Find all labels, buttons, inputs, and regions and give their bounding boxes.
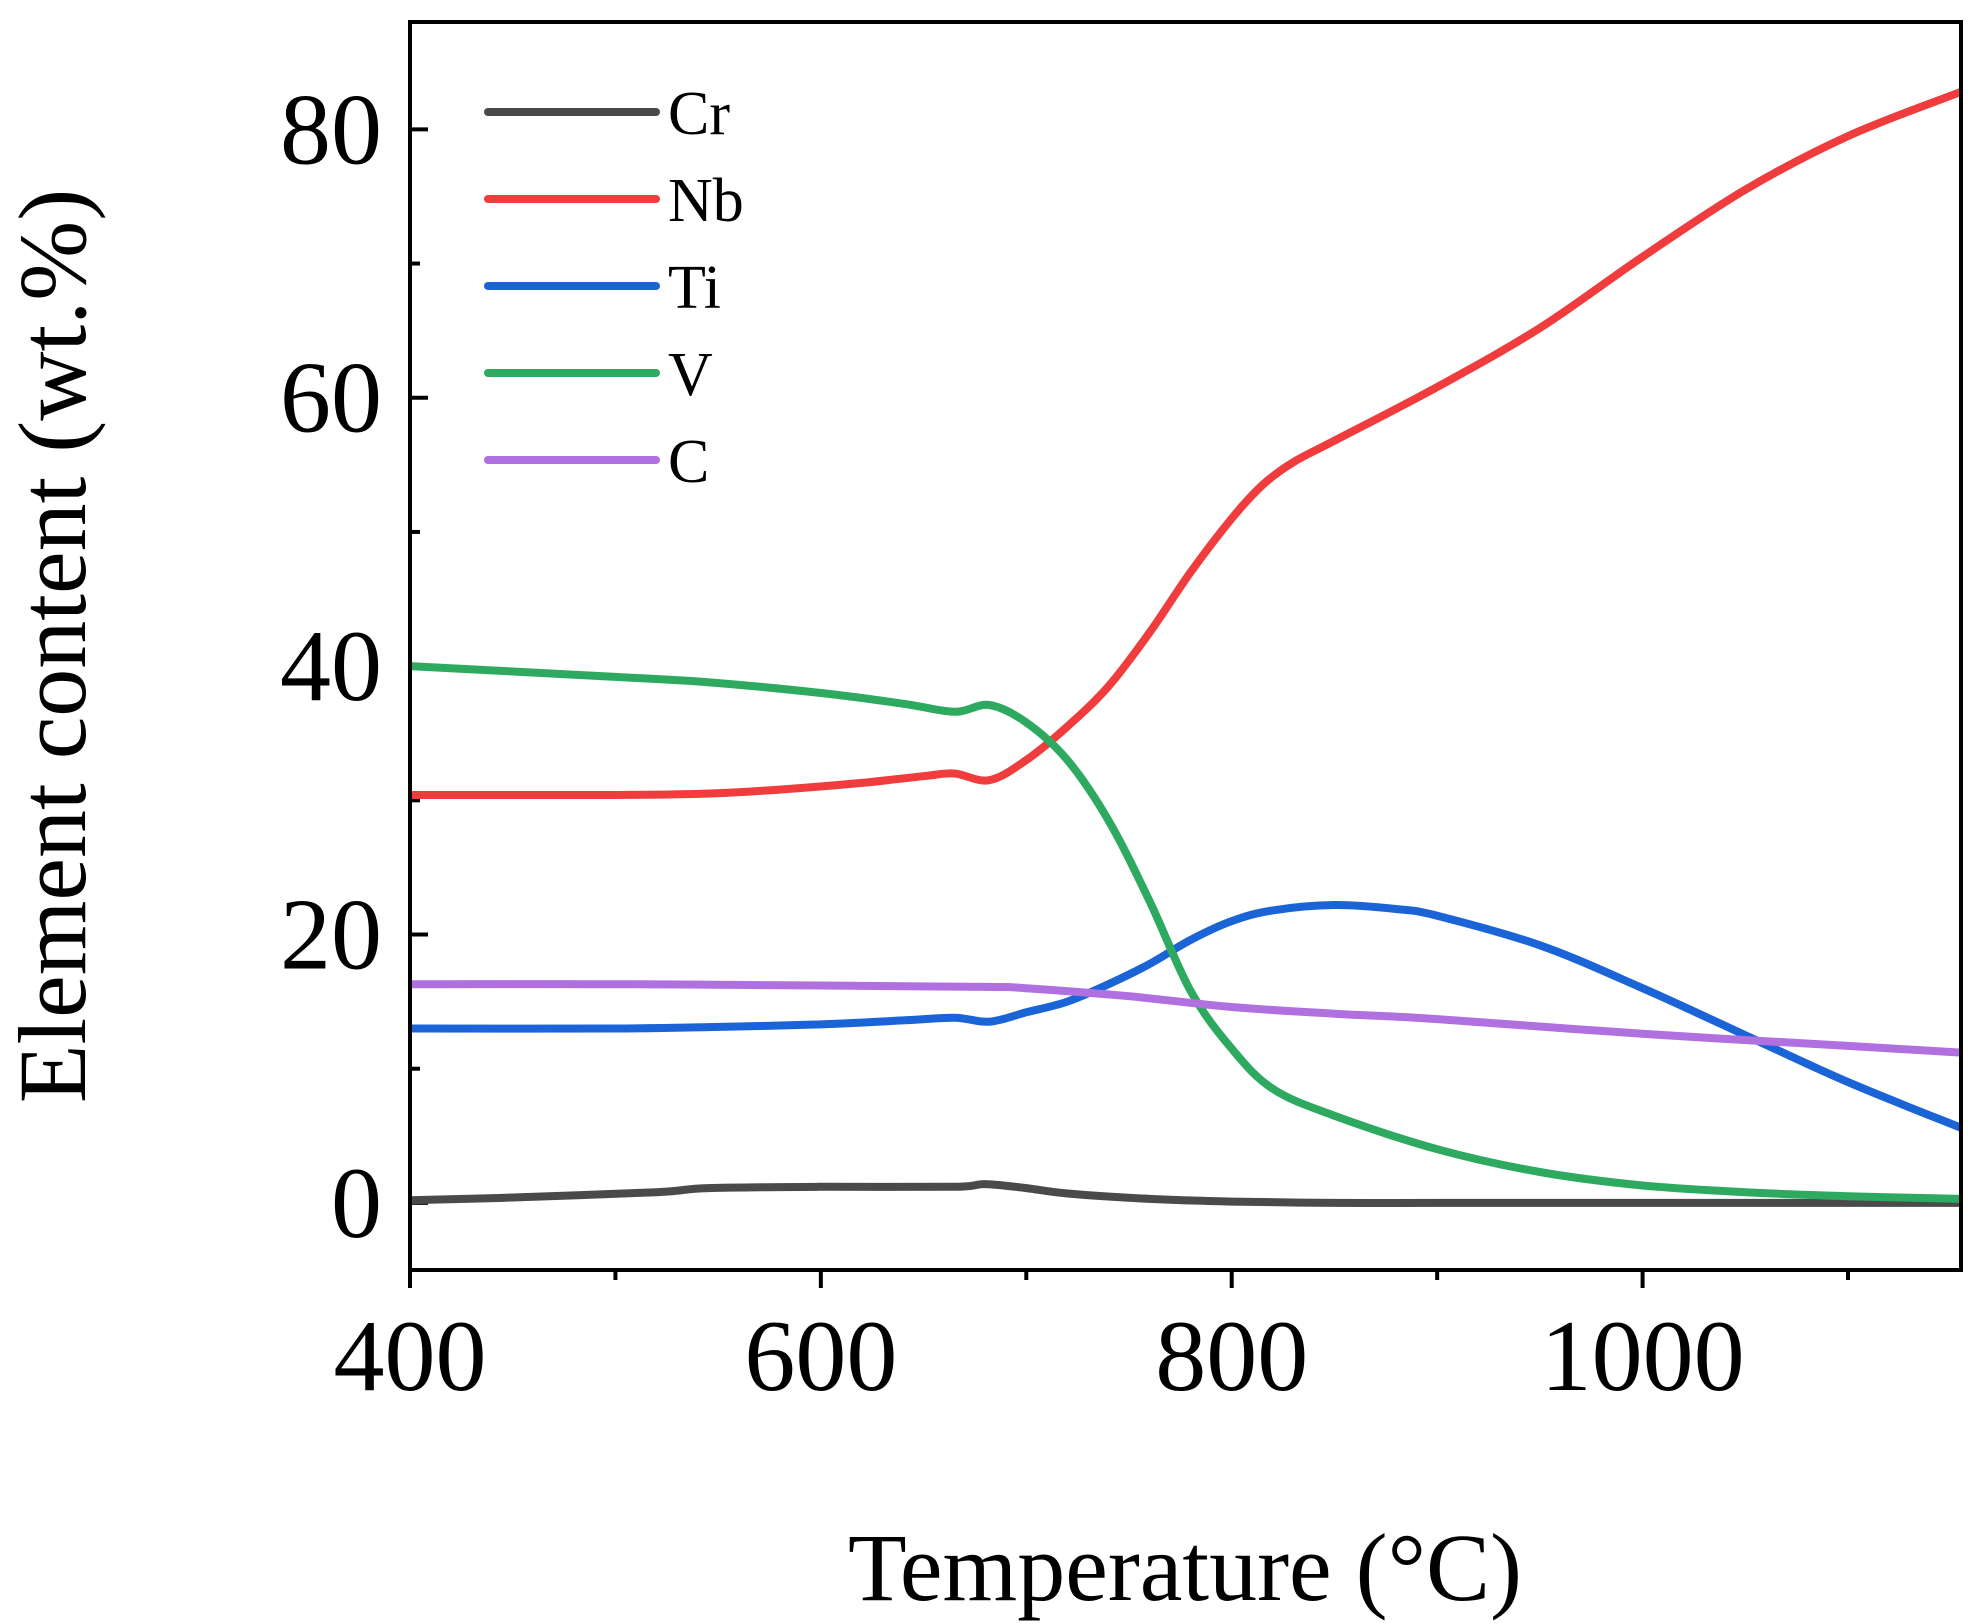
series-line-cr — [409, 1180, 1961, 1207]
x-axis-ticks: 400 600 800 1000 — [334, 1270, 1851, 1413]
series-line-c — [409, 980, 1962, 1057]
x-tick-label: 800 — [1155, 1300, 1308, 1413]
legend-label-c: C — [668, 428, 709, 496]
series-line-nb — [410, 88, 1963, 800]
y-axis-ticks: 0 20 40 60 80 — [280, 73, 428, 1260]
legend: Cr Nb Ti VC — [484, 80, 744, 496]
legend-label-nb: Nb — [668, 167, 744, 235]
series-line-ti — [409, 900, 1963, 1132]
series-layer — [409, 88, 1963, 1207]
legend-label-cr: Cr — [668, 80, 730, 148]
plot-area-frame — [408, 20, 1963, 1272]
series-line-v — [409, 662, 1962, 1203]
y-tick-label: 60 — [280, 342, 382, 455]
legend-label-ti: Ti — [668, 254, 721, 322]
x-axis-title: Temperature (°C) — [848, 1514, 1522, 1621]
y-tick-label: 80 — [280, 73, 382, 186]
x-tick-label: 400 — [334, 1300, 487, 1413]
y-tick-label: 20 — [280, 879, 382, 992]
x-tick-label: 600 — [744, 1300, 897, 1413]
y-axis-title: Element content (wt.%) — [0, 189, 106, 1103]
y-tick-label: 40 — [280, 610, 382, 723]
y-tick-label: 0 — [331, 1147, 382, 1260]
x-tick-label: 1000 — [1541, 1300, 1745, 1413]
legend-label-v: V — [668, 341, 713, 409]
